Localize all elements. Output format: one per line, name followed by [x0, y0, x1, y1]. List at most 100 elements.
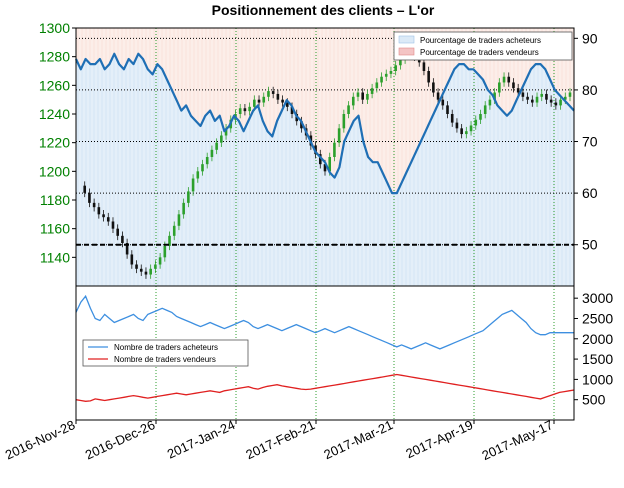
candle-body — [469, 125, 473, 132]
x-tick-label: 2016-Nov-28 — [3, 417, 77, 462]
price-tick-label: 1200 — [39, 163, 70, 179]
top-legend-box — [393, 31, 573, 61]
candle-body — [488, 99, 492, 106]
long-count-line — [75, 294, 574, 350]
candle-body — [201, 164, 204, 172]
candle-body — [521, 92, 525, 97]
candle-body — [205, 157, 209, 165]
candle-body — [342, 114, 346, 129]
legend-long-count-label: Nombre de traders acheteurs — [114, 343, 218, 352]
price-tick-label: 1180 — [40, 192, 70, 208]
top-panel-fills — [76, 28, 574, 286]
count-tick-label: 2500 — [582, 310, 613, 326]
candle-body — [149, 268, 152, 275]
candle-body — [465, 131, 468, 135]
candle-body — [545, 93, 548, 100]
candle-body — [356, 92, 360, 97]
candle-body — [474, 119, 478, 126]
candle-body — [455, 122, 459, 129]
candle-body — [102, 214, 105, 218]
candle-body — [323, 164, 327, 172]
candle-body — [347, 105, 350, 114]
candle-body — [559, 99, 562, 106]
bottom-legend: Nombre de traders acheteurs Nombre de tr… — [82, 339, 249, 367]
candle-body — [394, 65, 397, 71]
x-tick-label: 2017-Jan-24 — [165, 417, 237, 461]
percent-tick-label: 80 — [582, 82, 598, 98]
short-count-line — [75, 373, 575, 402]
candle-body — [512, 82, 515, 89]
candle-body — [271, 91, 275, 94]
bottom-panel-lines — [75, 294, 575, 402]
candle-body — [516, 88, 520, 93]
legend-long-swatch — [398, 35, 415, 44]
x-tick-label: 2017-Feb-21 — [243, 417, 317, 462]
candle-body — [163, 245, 167, 258]
candle-body — [337, 128, 341, 143]
count-axis: 500 1000 1500 2000 2500 3000 — [574, 290, 613, 408]
candle-body — [384, 73, 388, 77]
candle-body — [300, 121, 303, 129]
candle-body — [399, 59, 402, 66]
candle-body — [116, 228, 119, 236]
candle-body — [328, 157, 332, 172]
candle-body — [286, 102, 289, 107]
count-tick-label: 1500 — [582, 351, 613, 367]
candle-body — [318, 154, 322, 165]
candle-body — [224, 128, 228, 136]
candle-body — [549, 99, 553, 103]
candle-body — [92, 202, 96, 208]
price-tick-label: 1220 — [39, 135, 70, 151]
percent-long-line — [75, 52, 575, 195]
candle-body — [370, 88, 374, 94]
candle-body — [441, 99, 445, 106]
candle-body — [135, 264, 138, 269]
bottom-panel-frame — [75, 285, 575, 421]
candle-body — [563, 96, 567, 100]
candle-body — [262, 96, 266, 103]
count-tick-label: 1000 — [582, 371, 613, 387]
price-tick-label: 1240 — [39, 106, 70, 122]
candle-body — [281, 99, 284, 103]
chart-title: Positionnement des clients – L'or — [212, 2, 435, 18]
price-tick-label: 1280 — [39, 49, 70, 65]
candle-body — [83, 185, 87, 193]
candle-body — [540, 93, 544, 97]
candle-body — [172, 225, 176, 236]
candle-body — [531, 99, 534, 103]
candle-body — [106, 217, 110, 222]
candle-body — [253, 99, 256, 107]
candle-body — [88, 192, 91, 203]
candle-body — [168, 235, 171, 246]
candle-body — [526, 96, 529, 100]
count-tick-label: 2000 — [582, 331, 613, 347]
candle-body — [290, 106, 294, 114]
legend-long-label: Pourcentage de traders acheteurs — [420, 36, 541, 45]
candle-body — [191, 178, 195, 192]
percent-tick-label: 70 — [582, 134, 598, 150]
candle-body — [187, 191, 190, 203]
price-axis: 1140 1160 1180 1200 1220 1240 1260 1280 1300 — [39, 20, 76, 265]
x-tick-label: 2016-Dec-26 — [83, 417, 157, 462]
candle-body — [479, 114, 482, 120]
candle-body — [276, 93, 280, 100]
candle-body — [483, 105, 487, 114]
top-panel-lines — [75, 52, 575, 246]
percent-tick-label: 60 — [582, 185, 598, 201]
candle-body — [427, 71, 430, 83]
percent-tick-label: 50 — [582, 237, 598, 253]
candle-body — [154, 264, 157, 269]
x-tick-label: 2017-Mar-21 — [321, 417, 395, 462]
candle-body — [460, 128, 463, 135]
candle-body — [158, 257, 162, 265]
candle-body — [139, 268, 143, 272]
candle-body — [196, 171, 200, 179]
candle-body — [248, 106, 251, 112]
candle-body — [436, 92, 440, 100]
candle-body — [389, 71, 393, 74]
candle-body — [361, 92, 364, 100]
candle-body — [554, 102, 558, 106]
candle-body — [267, 91, 270, 97]
